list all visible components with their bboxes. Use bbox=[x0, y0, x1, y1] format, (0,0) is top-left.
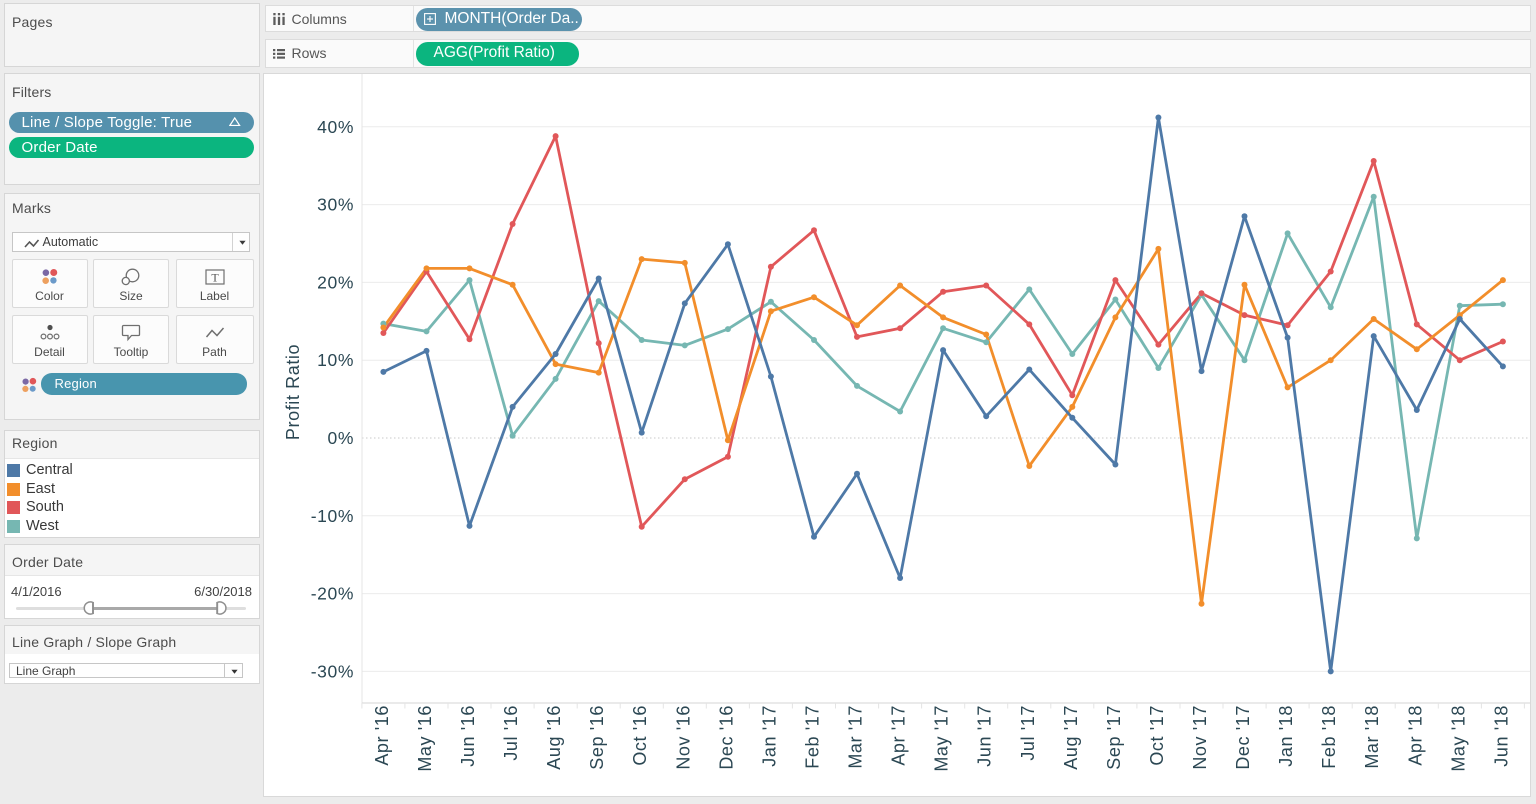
svg-text:-20%: -20% bbox=[311, 584, 354, 604]
svg-text:Nov '16: Nov '16 bbox=[673, 705, 693, 770]
svg-text:May '18: May '18 bbox=[1448, 705, 1468, 772]
svg-text:0%: 0% bbox=[328, 428, 355, 448]
svg-text:40%: 40% bbox=[317, 117, 354, 137]
svg-text:Sep '16: Sep '16 bbox=[587, 705, 607, 770]
svg-text:Oct '16: Oct '16 bbox=[630, 705, 650, 766]
svg-text:Mar '17: Mar '17 bbox=[846, 705, 866, 769]
svg-text:Profit Ratio: Profit Ratio bbox=[283, 344, 303, 440]
svg-text:10%: 10% bbox=[317, 350, 354, 370]
svg-text:Apr '18: Apr '18 bbox=[1405, 705, 1425, 766]
svg-text:20%: 20% bbox=[317, 272, 354, 292]
svg-text:Mar '18: Mar '18 bbox=[1362, 705, 1382, 769]
svg-text:Jul '16: Jul '16 bbox=[501, 705, 521, 761]
svg-text:Apr '17: Apr '17 bbox=[889, 705, 909, 766]
svg-text:Oct '17: Oct '17 bbox=[1147, 705, 1167, 766]
svg-text:30%: 30% bbox=[317, 195, 354, 215]
svg-text:Jul '17: Jul '17 bbox=[1018, 705, 1038, 761]
svg-text:T: T bbox=[211, 270, 219, 284]
svg-text:Sep '17: Sep '17 bbox=[1104, 705, 1124, 770]
svg-text:-30%: -30% bbox=[311, 661, 354, 681]
svg-text:Jun '18: Jun '18 bbox=[1491, 705, 1511, 767]
svg-text:Aug '17: Aug '17 bbox=[1061, 705, 1081, 770]
svg-text:Aug '16: Aug '16 bbox=[544, 705, 564, 770]
svg-text:Nov '17: Nov '17 bbox=[1190, 705, 1210, 770]
svg-text:Jan '17: Jan '17 bbox=[759, 705, 779, 767]
svg-text:May '17: May '17 bbox=[932, 705, 952, 772]
svg-text:Jun '17: Jun '17 bbox=[975, 705, 995, 767]
svg-text:Jan '18: Jan '18 bbox=[1276, 705, 1296, 767]
svg-text:Jun '16: Jun '16 bbox=[458, 705, 478, 767]
svg-text:May '16: May '16 bbox=[415, 705, 435, 772]
svg-text:Dec '17: Dec '17 bbox=[1233, 705, 1253, 770]
svg-text:Apr '16: Apr '16 bbox=[372, 705, 392, 766]
svg-text:-10%: -10% bbox=[311, 506, 354, 526]
svg-text:Feb '18: Feb '18 bbox=[1319, 705, 1339, 769]
svg-text:Feb '17: Feb '17 bbox=[803, 705, 823, 769]
svg-text:Dec '16: Dec '16 bbox=[716, 705, 736, 770]
